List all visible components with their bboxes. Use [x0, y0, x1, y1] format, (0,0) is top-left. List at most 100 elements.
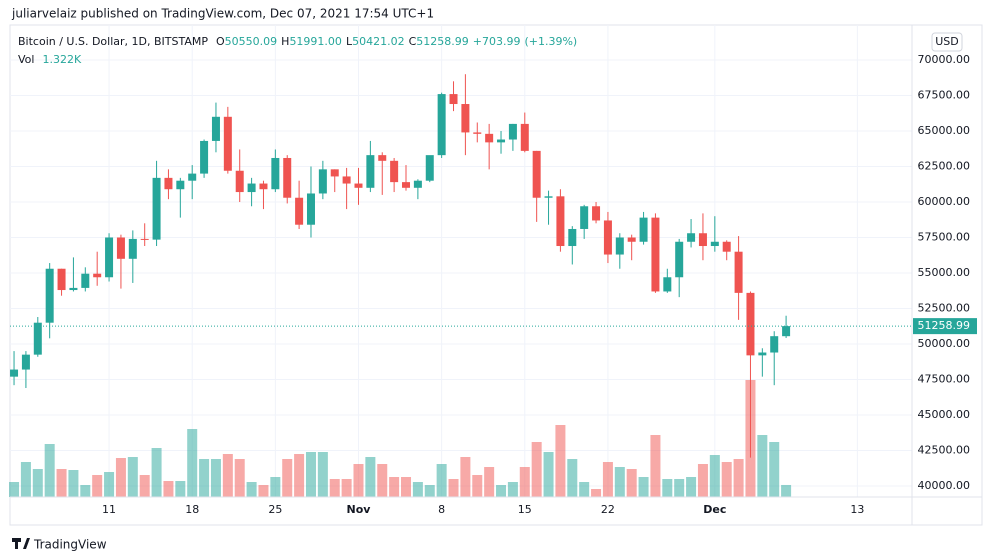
candle-body: [81, 273, 90, 288]
volume-bar: [614, 467, 625, 497]
x-tick-label: 8: [438, 503, 445, 516]
volume-bar: [329, 479, 340, 497]
volume-bar: [686, 477, 697, 497]
volume-bar: [270, 477, 281, 497]
volume-bar: [412, 482, 423, 497]
candle-body: [485, 133, 494, 143]
y-tick-label: 50000.00: [918, 337, 971, 350]
candle-body: [651, 217, 660, 292]
volume-bar: [127, 457, 138, 497]
candle-body: [69, 287, 78, 291]
candle-body: [473, 132, 482, 134]
candle-body: [306, 193, 315, 225]
volume-bar: [484, 467, 495, 497]
y-tick-label: 65000.00: [918, 124, 971, 137]
volume-bar: [674, 479, 685, 497]
volume-bar: [591, 489, 602, 497]
volume-bar: [175, 481, 186, 497]
candle-body: [449, 94, 458, 105]
volume-value: 1.322K: [42, 53, 81, 66]
candle-body: [425, 155, 434, 181]
candle-body: [698, 233, 707, 247]
candle-body: [544, 196, 553, 198]
candle-body: [568, 228, 577, 247]
volume-bar: [20, 462, 31, 497]
candle-body: [592, 206, 601, 221]
candle-body: [354, 183, 363, 188]
volume-bar: [222, 454, 233, 497]
candle-body: [746, 292, 755, 356]
volume-bar: [602, 462, 613, 497]
volume-bar: [246, 482, 257, 497]
y-tick-label: 45000.00: [918, 408, 971, 421]
volume-bar: [187, 429, 198, 497]
volume-bar: [317, 452, 328, 497]
y-tick-label: 55000.00: [918, 266, 971, 279]
x-tick-label: Nov: [347, 503, 372, 516]
candle-body: [271, 157, 280, 190]
candle-body: [663, 277, 672, 292]
candle-body: [437, 94, 446, 156]
volume-bar: [709, 455, 720, 497]
volume-bar: [448, 479, 459, 497]
volume-bar: [567, 459, 578, 497]
volume-bar: [115, 458, 126, 497]
candle-body: [247, 183, 256, 193]
candle-body: [128, 238, 137, 259]
candle-body: [200, 140, 209, 174]
volume-bar: [638, 477, 649, 497]
ohlc-key: C: [409, 35, 417, 48]
candle-body: [770, 336, 779, 353]
candle-body: [390, 160, 399, 183]
candle-body: [188, 173, 197, 181]
volume-bar: [294, 454, 305, 497]
candle-body: [116, 237, 125, 259]
candle-body: [33, 322, 42, 355]
logo-icon: [12, 538, 30, 549]
ohlc-value: 50421.02: [352, 35, 405, 48]
currency-label[interactable]: USD: [935, 35, 959, 48]
candle-body: [259, 183, 268, 190]
volume-bar: [68, 470, 79, 497]
candle-body: [402, 182, 411, 188]
volume-bar: [9, 482, 20, 497]
volume-bar: [662, 479, 673, 497]
candle-body: [318, 169, 327, 194]
volume-bar: [56, 469, 67, 497]
volume-bar: [32, 469, 43, 497]
candle-body: [105, 237, 114, 278]
candle-body: [152, 177, 161, 240]
candle-body: [580, 206, 589, 229]
y-tick-label: 40000.00: [918, 479, 971, 492]
volume-bar: [92, 475, 103, 497]
x-tick-label: 25: [268, 503, 282, 516]
volume-bar: [519, 467, 530, 497]
candle-body: [211, 116, 220, 141]
x-tick-label: 13: [850, 503, 864, 516]
candle-body: [378, 155, 387, 161]
candle-body: [520, 123, 529, 151]
volume-bar: [757, 435, 768, 497]
symbol-name: Bitcoin / U.S. Dollar, 1D, BITSTAMP: [18, 35, 208, 48]
candle-body: [639, 217, 648, 242]
volume-bar: [555, 425, 566, 497]
last-price-tag: [913, 318, 977, 335]
volume-bar: [507, 482, 518, 497]
candles: [10, 74, 791, 458]
volume-bar: [104, 472, 115, 497]
change-value: +703.99: [473, 35, 521, 48]
candle-body: [21, 354, 30, 370]
candle-body: [497, 139, 506, 143]
y-tick-label: 52500.00: [918, 301, 971, 314]
y-tick-label: 42500.00: [918, 443, 971, 456]
x-tick-label: 15: [518, 503, 532, 516]
volume-bar: [305, 452, 316, 497]
volume-bar: [365, 457, 376, 497]
volume-bar: [199, 459, 210, 497]
currency-button[interactable]: [931, 32, 963, 52]
publish-header: juliarvelaiz published on TradingView.co…: [11, 7, 434, 21]
candle-body: [413, 180, 422, 188]
candle-body: [556, 196, 565, 247]
y-tick-label: 70000.00: [918, 53, 971, 66]
